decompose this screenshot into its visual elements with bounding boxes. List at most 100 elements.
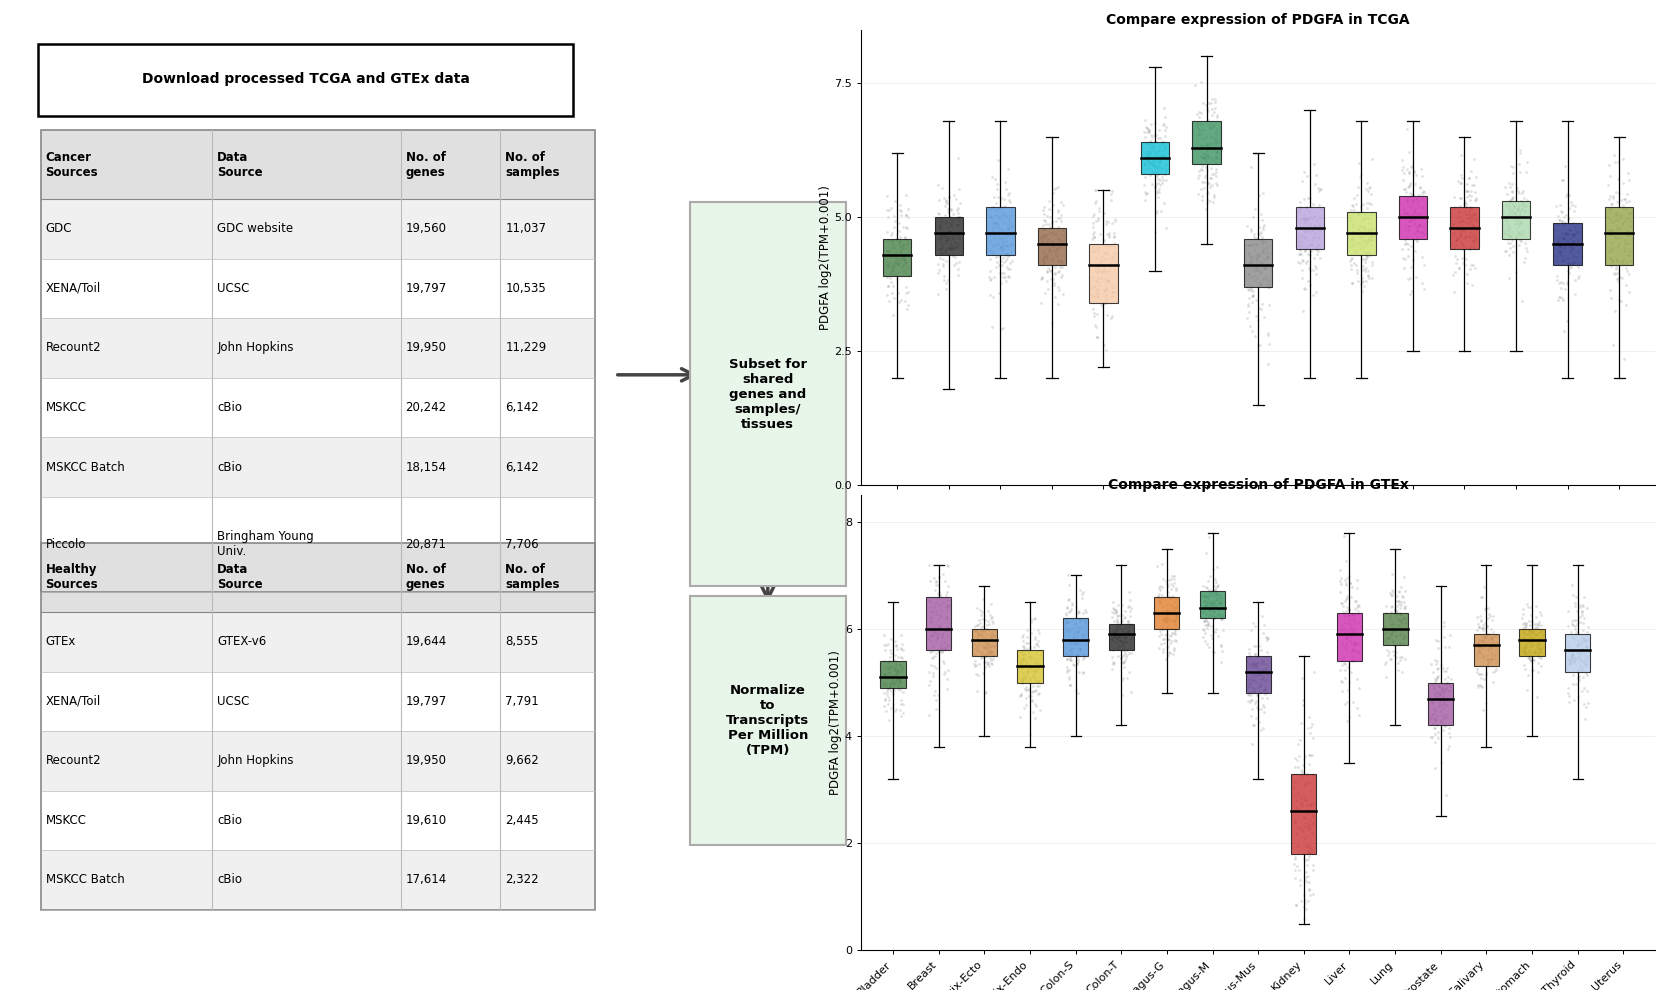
Point: [1045, 210, 1072, 226]
Point: [1426, 698, 1453, 714]
Point: [1428, 682, 1455, 698]
Point: [938, 212, 965, 228]
Point: [978, 644, 1005, 660]
Point: [1287, 795, 1314, 811]
Text: No. of
samples: No. of samples: [505, 150, 560, 178]
Point: [1468, 637, 1495, 652]
Point: [1092, 281, 1119, 297]
Point: [1030, 253, 1057, 269]
Point: [946, 226, 973, 242]
Point: [1037, 263, 1063, 279]
Point: [1052, 645, 1078, 661]
Point: [1030, 206, 1057, 222]
Point: [1012, 669, 1038, 685]
Point: [1496, 192, 1523, 208]
Point: [1241, 666, 1267, 682]
Point: [1247, 225, 1274, 241]
Point: [1015, 688, 1042, 704]
Point: [1100, 226, 1127, 242]
Point: [1425, 691, 1451, 707]
Point: [1297, 236, 1324, 251]
Point: [926, 217, 953, 233]
Point: [1493, 214, 1520, 230]
Point: [1351, 210, 1378, 226]
Point: [1503, 215, 1530, 231]
Point: [1038, 214, 1065, 230]
Text: Piccolo: Piccolo: [45, 538, 87, 550]
Point: [1154, 640, 1180, 655]
Point: [1087, 296, 1114, 312]
Point: [1289, 210, 1316, 226]
Point: [1371, 618, 1398, 634]
Point: [1302, 167, 1329, 183]
Point: [1204, 579, 1231, 595]
Point: [1063, 628, 1090, 644]
Point: [926, 250, 953, 266]
Point: [1286, 238, 1313, 253]
Point: [1134, 153, 1160, 169]
Point: [1117, 640, 1144, 655]
Point: [1560, 203, 1587, 219]
Point: [1506, 146, 1533, 161]
Point: [1110, 640, 1137, 655]
Point: [976, 658, 1003, 674]
Point: [1082, 214, 1109, 230]
Point: [1012, 635, 1038, 650]
Point: [1394, 242, 1421, 257]
Point: [1132, 184, 1159, 200]
Point: [976, 263, 1003, 279]
Point: [930, 653, 956, 669]
Point: [1553, 274, 1580, 290]
Point: [1134, 148, 1160, 164]
Point: [1200, 194, 1227, 210]
Point: [878, 233, 905, 248]
Point: [945, 231, 971, 247]
Point: [1199, 595, 1226, 611]
Point: [970, 627, 997, 643]
Point: [1339, 606, 1366, 622]
Point: [1008, 687, 1035, 703]
Point: [1060, 636, 1087, 651]
Point: [1246, 684, 1272, 700]
Point: [918, 656, 945, 672]
Point: [1418, 730, 1445, 745]
Point: [1396, 218, 1423, 234]
Point: [1040, 185, 1067, 201]
Point: [1430, 695, 1456, 711]
Point: [1187, 126, 1214, 142]
Point: [1184, 186, 1211, 202]
Point: [1072, 602, 1099, 618]
Point: [1202, 160, 1229, 176]
Point: [1008, 671, 1035, 687]
Point: [1190, 146, 1217, 161]
Point: [933, 599, 960, 615]
Point: [926, 643, 953, 658]
Point: [1033, 247, 1060, 262]
Point: [873, 686, 900, 702]
FancyBboxPatch shape: [691, 202, 846, 586]
Point: [1104, 632, 1130, 647]
Point: [879, 307, 906, 323]
Point: [879, 236, 906, 251]
Point: [1164, 609, 1190, 625]
Point: [1083, 212, 1110, 228]
Point: [1189, 174, 1216, 190]
Point: [1460, 277, 1486, 293]
Point: [1085, 210, 1112, 226]
Point: [1331, 648, 1358, 664]
Point: [1048, 267, 1075, 283]
Point: [933, 243, 960, 258]
Point: [1466, 639, 1493, 654]
Point: [1159, 580, 1185, 596]
Point: [1565, 648, 1592, 664]
Point: [1237, 670, 1264, 686]
Point: [1239, 692, 1266, 708]
Point: [1247, 265, 1274, 281]
Point: [1207, 607, 1234, 623]
FancyBboxPatch shape: [38, 44, 573, 116]
Point: [1236, 650, 1262, 666]
Point: [1189, 578, 1216, 594]
Point: [1304, 246, 1331, 261]
Point: [1095, 272, 1122, 288]
Point: [930, 225, 956, 241]
